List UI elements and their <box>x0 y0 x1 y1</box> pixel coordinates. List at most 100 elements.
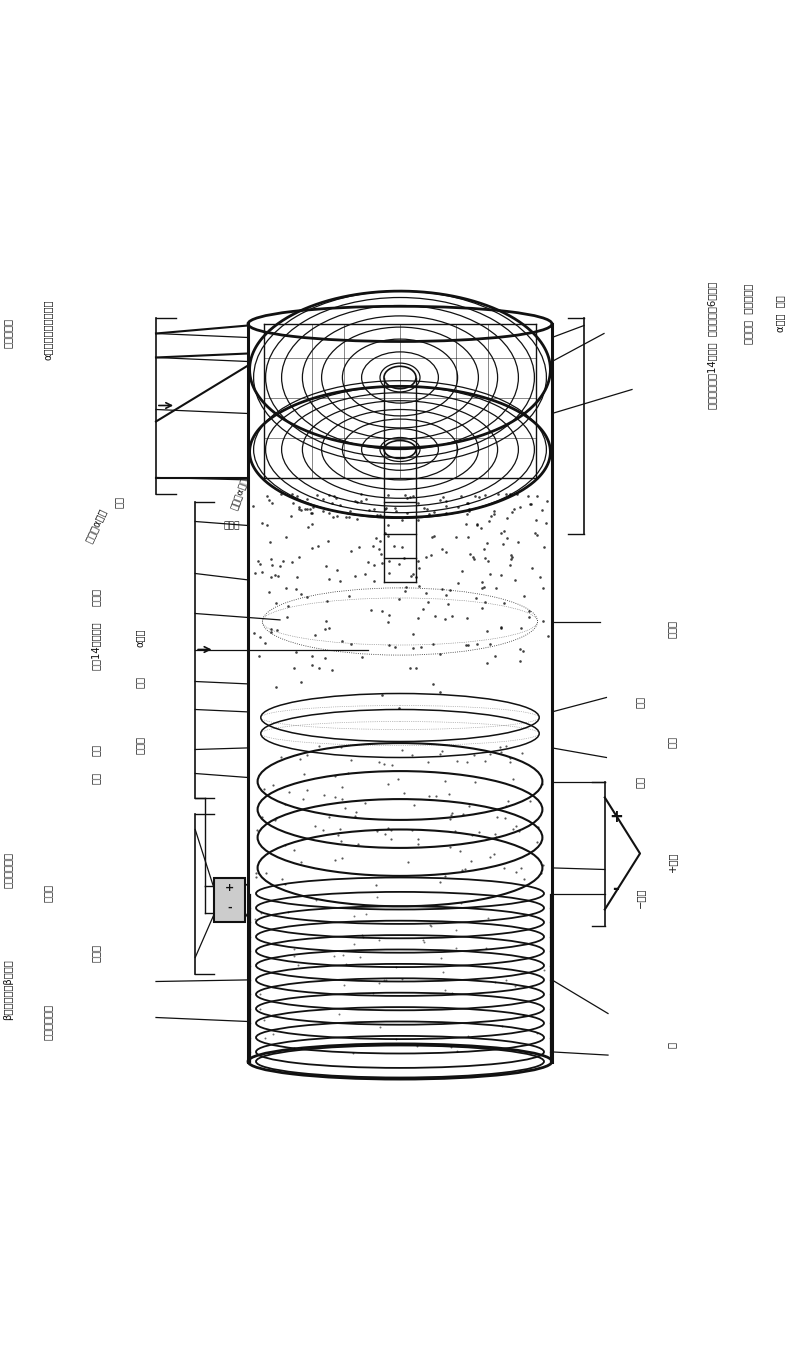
Point <box>499 483 512 505</box>
Point <box>438 979 451 1001</box>
Point <box>489 646 502 668</box>
Point <box>438 607 451 629</box>
Point <box>316 488 329 510</box>
Point <box>446 982 459 1004</box>
Point <box>265 566 278 588</box>
Point <box>258 1027 271 1049</box>
Point <box>336 945 349 967</box>
Point <box>536 499 549 521</box>
Point <box>370 886 383 908</box>
Point <box>417 928 430 950</box>
Point <box>252 550 265 572</box>
Point <box>290 579 302 600</box>
Point <box>524 494 537 515</box>
Point <box>462 492 474 514</box>
Text: 回路核素  能量输出器: 回路核素 能量输出器 <box>743 284 753 344</box>
Text: 核素层: 核素层 <box>224 521 240 531</box>
Text: 阴极: 阴极 <box>635 776 645 787</box>
Point <box>380 969 393 991</box>
Point <box>348 905 361 927</box>
Text: β粒子电池（β粒子）: β粒子电池（β粒子） <box>3 960 13 1020</box>
Point <box>351 491 364 513</box>
Point <box>401 502 414 524</box>
Point <box>385 754 398 776</box>
Point <box>354 946 366 968</box>
Text: -: - <box>613 880 619 898</box>
Point <box>319 555 332 577</box>
Point <box>379 824 392 846</box>
Point <box>420 581 433 603</box>
Point <box>260 862 273 884</box>
Point <box>250 866 262 888</box>
Point <box>461 607 474 629</box>
Point <box>326 492 339 514</box>
Point <box>478 576 490 598</box>
Point <box>313 735 326 757</box>
Point <box>481 653 494 675</box>
Point <box>306 537 318 559</box>
Point <box>281 606 294 628</box>
Point <box>419 547 432 569</box>
Point <box>429 605 442 627</box>
Point <box>278 835 291 857</box>
Point <box>378 969 390 991</box>
Point <box>263 489 276 511</box>
Point <box>333 1004 346 1026</box>
Text: 阳极: 阳极 <box>91 772 101 783</box>
Point <box>327 485 340 507</box>
Point <box>478 547 491 569</box>
Point <box>517 1005 530 1027</box>
Point <box>439 584 452 606</box>
Point <box>294 747 306 769</box>
Point <box>487 503 500 525</box>
Point <box>411 828 424 850</box>
Point <box>462 633 474 655</box>
Text: 层: 层 <box>667 1042 677 1049</box>
Point <box>248 562 261 584</box>
Point <box>465 850 478 872</box>
Point <box>378 498 391 520</box>
Point <box>304 498 317 520</box>
Point <box>508 498 521 520</box>
Point <box>541 625 554 647</box>
Point <box>498 520 510 542</box>
Point <box>254 998 266 1020</box>
Point <box>484 633 497 655</box>
Point <box>499 969 512 991</box>
Point <box>385 820 398 842</box>
Point <box>466 547 479 569</box>
Point <box>383 551 396 573</box>
Point <box>363 499 376 521</box>
Point <box>300 587 313 609</box>
Point <box>504 483 517 505</box>
Point <box>472 485 485 507</box>
Point <box>450 526 462 548</box>
Point <box>451 496 464 518</box>
Point <box>349 805 362 827</box>
Point <box>475 577 488 599</box>
Point <box>374 531 387 553</box>
Point <box>373 928 386 950</box>
Point <box>349 491 362 513</box>
Point <box>479 936 492 958</box>
Point <box>531 524 544 546</box>
Point <box>502 790 514 812</box>
Point <box>518 868 530 890</box>
Point <box>504 751 517 773</box>
Point <box>422 503 435 525</box>
Point <box>267 1023 280 1045</box>
Point <box>436 577 449 599</box>
Point <box>334 817 346 839</box>
Point <box>461 503 474 525</box>
Point <box>411 492 424 514</box>
Point <box>442 594 455 616</box>
Point <box>483 846 496 868</box>
Point <box>330 505 343 526</box>
Point <box>367 554 380 576</box>
Point <box>440 495 453 517</box>
Text: +: + <box>609 809 623 827</box>
Point <box>339 506 352 528</box>
Point <box>411 832 424 854</box>
Point <box>269 808 282 829</box>
Point <box>406 744 418 766</box>
